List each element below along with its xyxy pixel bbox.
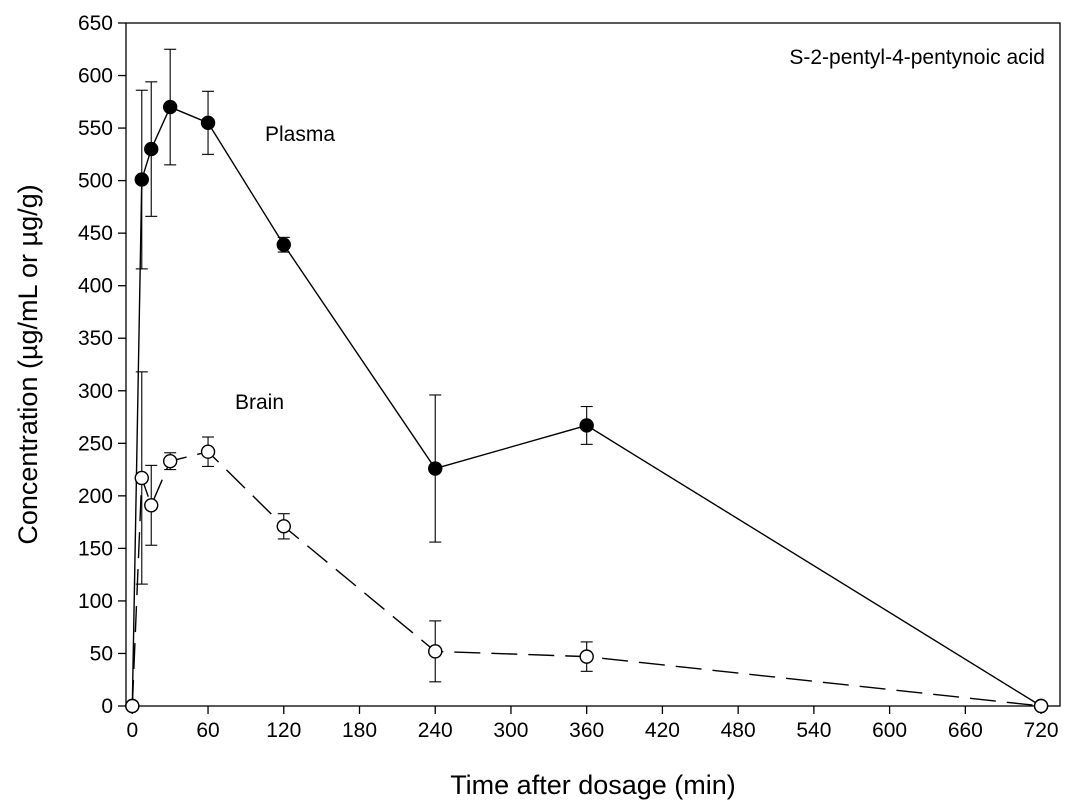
plot-frame [125, 22, 1061, 707]
x-axis-title: Time after dosage (min) [450, 770, 736, 800]
brain-point [144, 498, 159, 513]
x-tick-label: 300 [493, 719, 528, 742]
x-tick-label: 180 [342, 719, 377, 742]
y-tick-label: 550 [78, 117, 113, 140]
y-tick-label: 450 [78, 222, 113, 245]
brain-point [134, 470, 149, 486]
x-tick-label: 240 [418, 719, 453, 742]
x-tick-label: 420 [645, 719, 680, 742]
y-tick-label: 150 [78, 537, 113, 560]
plasma-point [200, 115, 216, 131]
x-tick-label: 720 [1024, 719, 1059, 742]
x-tick-label: 540 [796, 719, 831, 742]
x-tick-label: 120 [266, 719, 301, 742]
y-tick-label: 400 [78, 275, 113, 298]
brain-point [200, 444, 216, 459]
plasma-point [276, 237, 291, 252]
plasma-point [134, 172, 149, 187]
brain-point [579, 649, 594, 664]
annotation-plasma: Plasma [265, 123, 335, 146]
y-tick-label: 300 [78, 380, 113, 403]
brain-point [428, 644, 443, 659]
y-tick-label: 650 [78, 12, 113, 35]
y-tick-label: 350 [78, 327, 113, 350]
y-tick-label: 200 [78, 485, 113, 508]
series-layer [125, 48, 1049, 714]
brain-point [162, 453, 178, 469]
plasma-series [125, 48, 1049, 714]
plasma-point [144, 141, 159, 157]
plasma-point [428, 461, 443, 476]
x-tick-label: 480 [721, 719, 756, 742]
y-tick-label: 600 [78, 65, 113, 88]
brain-series [125, 371, 1049, 714]
y-tick-label: 50 [90, 642, 113, 665]
x-tick-label: 660 [948, 719, 983, 742]
axes: 0 50 100 150 200 250 300 350 400 450 500 550 600 650 0… [78, 12, 1061, 742]
x-tick-label: 0 [126, 719, 138, 742]
y-tick-label: 250 [78, 432, 113, 455]
plasma-point [579, 418, 594, 433]
x-tick-label: 360 [569, 719, 604, 742]
annotation-brain: Brain [235, 391, 284, 414]
brain-point [276, 519, 291, 534]
y-tick-label: 100 [78, 590, 113, 613]
annotation-compound-name: S-2-pentyl-4-pentynoic acid [789, 46, 1045, 69]
brain-point [125, 698, 140, 714]
plasma-point [162, 99, 178, 115]
y-tick-label: 500 [78, 170, 113, 193]
y-tick-label: 0 [101, 695, 113, 718]
brain-point [1033, 698, 1049, 714]
y-axis-title: Concentration (µg/mL or µg/g) [13, 184, 43, 544]
x-tick-label: 60 [196, 719, 219, 742]
x-tick-label: 600 [872, 719, 907, 742]
